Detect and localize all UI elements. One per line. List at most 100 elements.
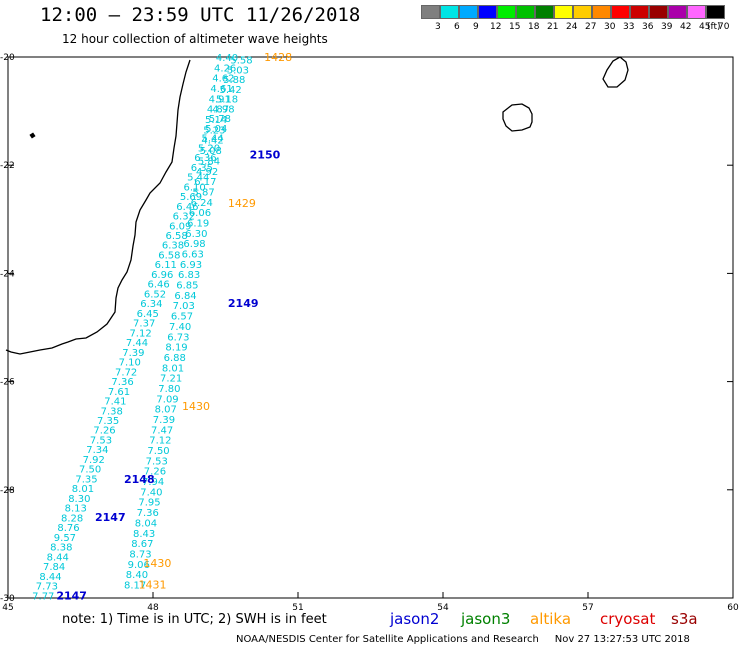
- swh-value: 9.57: [54, 533, 76, 544]
- swh-value: 7.38: [101, 406, 123, 417]
- swh-value: 7.10: [119, 358, 141, 369]
- swh-value: 8.43: [133, 529, 155, 540]
- swh-value: 5.44: [202, 134, 224, 145]
- swh-value: 8.17: [124, 580, 146, 591]
- lon-tick-label: 51: [292, 603, 303, 613]
- swh-value: 4.42: [201, 136, 223, 147]
- track-time-label: 2148: [124, 473, 155, 486]
- swh-value: 5.18: [216, 95, 238, 106]
- scale-label: 15: [509, 22, 521, 32]
- swh-value: 4.98: [212, 104, 234, 115]
- swh-value: 7.72: [115, 367, 137, 378]
- swh-value: 8.07: [155, 405, 177, 416]
- scale-swatch: [516, 5, 535, 19]
- swh-value: 8.13: [65, 504, 87, 515]
- swh-value: 5.08: [200, 146, 222, 157]
- map-title: 12:00 – 23:59 UTC 11/26/2018: [40, 4, 361, 26]
- satellite-legend-altika: altika: [530, 610, 572, 628]
- swh-value: 7.41: [104, 397, 126, 408]
- scale-swatch: [440, 5, 459, 19]
- swh-value: 7.12: [149, 436, 171, 447]
- scale-label: 3: [435, 22, 441, 32]
- scale-swatch: [687, 5, 706, 19]
- swh-value: 6.96: [151, 270, 173, 281]
- swh-value: 8.44: [39, 572, 61, 583]
- swh-value: 6.58: [165, 231, 187, 242]
- swh-value: 5.42: [220, 85, 242, 96]
- scale-label: 42: [680, 22, 692, 32]
- track-time-label: 2147: [56, 589, 87, 602]
- swh-value: 7.36: [137, 508, 159, 519]
- scale-swatch: [554, 5, 573, 19]
- swh-value: 8.28: [61, 513, 83, 524]
- swh-value: 8.67: [131, 539, 153, 550]
- scale-label: 33: [623, 22, 635, 32]
- swh-value: 6.06: [189, 208, 211, 219]
- footer-credit: NOAA/NESDIS Center for Satellite Applica…: [236, 634, 690, 645]
- swh-value: 9.06: [128, 560, 150, 571]
- swh-value: 5.03: [227, 65, 249, 76]
- swh-value: 8.38: [50, 543, 72, 554]
- scale-label: 18: [528, 22, 540, 32]
- swh-value: 6.88: [164, 353, 186, 364]
- scale-label: 39: [661, 22, 673, 32]
- swh-value: 6.73: [167, 332, 189, 343]
- swh-value: 7.03: [173, 301, 195, 312]
- swh-value: 7.26: [93, 426, 115, 437]
- swh-value: 7.35: [97, 416, 119, 427]
- scale-swatch: [630, 5, 649, 19]
- scale-label: 12: [490, 22, 502, 32]
- swh-value: 7.50: [147, 446, 169, 457]
- swh-value: 6.34: [140, 299, 162, 310]
- swh-value: 5.44: [187, 173, 209, 184]
- swh-value: 8.30: [68, 494, 90, 505]
- scale-swatch: [668, 5, 687, 19]
- swh-value: 7.53: [90, 435, 112, 446]
- lon-tick-label: 57: [582, 603, 593, 613]
- swh-value: 7.80: [158, 384, 180, 395]
- swh-value: 7.37: [133, 319, 155, 330]
- scale-label: 36: [642, 22, 654, 32]
- swh-value: 7.40: [140, 487, 162, 498]
- coastline: [5, 56, 629, 355]
- scale-swatch: [421, 5, 440, 19]
- swh-value: 6.85: [176, 281, 198, 292]
- swh-value: 8.01: [162, 363, 184, 374]
- track-time-label: 2149: [228, 297, 259, 310]
- swh-value: 7.12: [129, 328, 151, 339]
- swh-value: 5.14: [205, 115, 227, 126]
- swh-value: 7.84: [43, 562, 65, 573]
- swh-value: 6.45: [137, 309, 159, 320]
- track-time-label: 1428: [264, 51, 292, 64]
- swh-value: 4.40: [216, 53, 238, 64]
- swh-value: 6.63: [182, 250, 204, 261]
- lon-tick-label: 48: [147, 603, 159, 613]
- track-time-label: 1431: [139, 578, 167, 591]
- swh-value: 7.50: [79, 465, 101, 476]
- swh-value: 8.40: [126, 570, 148, 581]
- swh-value: 6.38: [162, 241, 184, 252]
- swh-value: 4.87: [207, 105, 229, 116]
- swh-value: 4.92: [196, 167, 218, 178]
- swh-value: 7.36: [111, 377, 133, 388]
- track-time-label: 1430: [143, 557, 171, 570]
- scale-label: 24: [566, 22, 578, 32]
- swh-value: 8.73: [129, 549, 151, 560]
- satellite-legend-cryosat: cryosat: [600, 610, 656, 628]
- scale-swatch: [497, 5, 516, 19]
- swh-value: 7.26: [144, 467, 166, 478]
- swh-value: 8.04: [135, 518, 157, 529]
- scale-label: 30: [604, 22, 616, 32]
- swh-value: 7.39: [122, 348, 144, 359]
- swh-value: 5.78: [209, 114, 231, 125]
- scale-swatch: [535, 5, 554, 19]
- swh-value: 4.91: [209, 94, 231, 105]
- swh-value: 7.39: [153, 415, 175, 426]
- swh-value: 8.44: [47, 552, 69, 563]
- swh-value: 7.21: [160, 374, 182, 385]
- swh-value: 7.95: [138, 498, 160, 509]
- altimeter-tracks: 4.404.264.624.614.914.875.145.234.425.08…: [32, 53, 252, 602]
- lat-tick-label: -22: [0, 161, 15, 171]
- swh-value: 5.88: [223, 75, 245, 86]
- lon-tick-label: 54: [437, 603, 449, 613]
